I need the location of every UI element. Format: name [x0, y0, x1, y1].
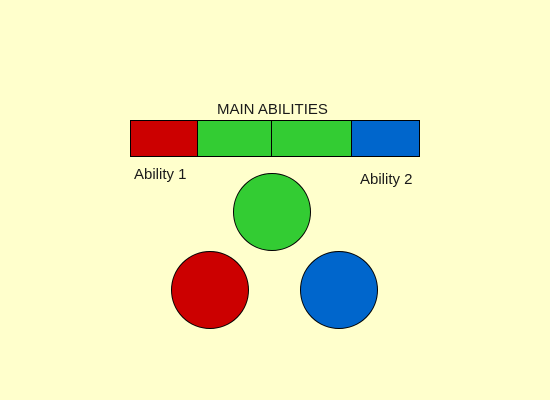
green-orb[interactable]	[233, 173, 311, 251]
blue-orb[interactable]	[300, 251, 378, 329]
red-orb[interactable]	[171, 251, 249, 329]
ability-2-label: Ability 2	[360, 171, 413, 188]
ability-1-label: Ability 1	[134, 166, 187, 183]
ability-bar-green-segment-1[interactable]	[198, 121, 272, 156]
ability-bar-red-segment[interactable]	[131, 121, 198, 156]
ability-bar-blue-segment[interactable]	[352, 121, 419, 156]
main-abilities-bar	[130, 120, 420, 157]
main-abilities-title: MAIN ABILITIES	[217, 101, 328, 118]
ability-bar-green-segment-2[interactable]	[272, 121, 352, 156]
